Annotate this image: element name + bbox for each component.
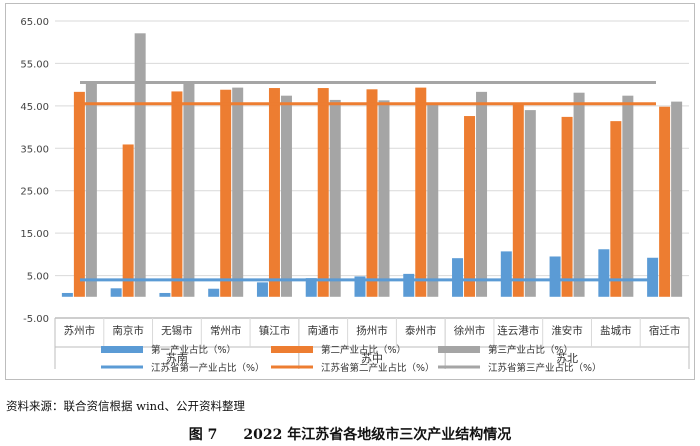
y-tick-label: 65.00 (20, 17, 49, 28)
bar (671, 101, 683, 297)
bar (61, 292, 73, 297)
x-tick-label: 常州市 (210, 324, 242, 337)
bar (452, 258, 464, 297)
bar (220, 89, 232, 297)
group-label: 苏北 (556, 352, 578, 365)
figure-caption: 图 7 2022 年江苏省各地级市三次产业结构情况 (0, 424, 700, 444)
bar (329, 99, 341, 297)
bar (524, 110, 536, 297)
legend-label: 第三产业占比（%） (488, 344, 573, 356)
legend-swatch (271, 346, 313, 353)
bar (280, 95, 292, 297)
bar (268, 88, 280, 297)
bar (208, 288, 220, 297)
bar (622, 95, 634, 297)
bar (610, 121, 622, 297)
y-tick-label: 55.00 (20, 59, 49, 70)
bar (366, 89, 378, 297)
x-tick-label: 苏州市 (64, 324, 96, 337)
bar (464, 116, 476, 297)
x-tick-label: 徐州市 (454, 324, 486, 337)
legend-label: 第二产业占比（%） (321, 344, 406, 356)
bar (122, 144, 134, 297)
x-tick-label: 镇江市 (259, 324, 291, 337)
chart-frame: -5.00 5.00 15.00 25.00 35.00 45.00 55.00 65.00 苏… (5, 3, 695, 380)
bar (659, 106, 671, 297)
bar (317, 88, 329, 297)
x-tick-label: 无锡市 (161, 324, 193, 337)
bar (512, 104, 524, 297)
chart-area: -5.00 5.00 15.00 25.00 35.00 45.00 55.00 65.00 苏… (20, 17, 690, 369)
bar (134, 33, 146, 297)
bar (500, 251, 512, 297)
bar (159, 292, 171, 297)
bar (85, 81, 97, 297)
y-tick-label: -5.00 (23, 314, 49, 325)
x-tick-label: 南京市 (112, 324, 144, 337)
x-tick-label: 连云港市 (497, 324, 539, 337)
bar (305, 278, 317, 297)
x-tick-label: 扬州市 (356, 324, 388, 337)
y-tick-label: 15.00 (20, 229, 49, 240)
figure-number: 图 7 (188, 427, 218, 443)
bar (427, 104, 439, 297)
y-tick-label: 25.00 (20, 187, 49, 198)
x-tick-label: 淮安市 (551, 324, 583, 337)
x-tick-label: 泰州市 (405, 324, 437, 337)
legend-label: 江苏省第二产业占比（%） (321, 362, 435, 374)
bar (549, 256, 561, 297)
figure-title: 2022 年江苏省各地级市三次产业结构情况 (243, 427, 512, 443)
bar (256, 282, 268, 297)
bar (476, 91, 488, 297)
bar (561, 116, 573, 297)
legend-label: 江苏省第三产业占比（%） (488, 362, 602, 374)
x-tick-label: 盐城市 (600, 324, 632, 337)
bar (354, 276, 366, 297)
source-note: 资料来源：联合资信根据 wind、公开资料整理 (6, 399, 245, 413)
legend: 第一产业占比（%） 第二产业占比（%） 第三产业占比（%） 江苏省第一产业占比（%） 江… (101, 344, 602, 374)
x-tick-label: 南通市 (307, 324, 339, 337)
bar (171, 91, 183, 297)
y-tick-label: 45.00 (20, 102, 49, 113)
bar (378, 100, 390, 297)
legend-label: 江苏省第一产业占比（%） (151, 362, 265, 374)
bar (573, 92, 585, 297)
bar (232, 87, 244, 297)
y-tick-label: 35.00 (20, 144, 49, 155)
bar (403, 273, 415, 297)
bar (598, 249, 610, 297)
legend-swatch (438, 346, 480, 353)
group-label: 苏南 (166, 352, 188, 365)
bar (110, 288, 122, 297)
bar (183, 81, 195, 297)
group-label: 苏中 (361, 352, 383, 365)
bar (415, 87, 427, 297)
bar (73, 91, 85, 297)
legend-label: 第一产业占比（%） (151, 344, 236, 356)
legend-swatch (101, 346, 143, 353)
bar (647, 257, 659, 297)
y-tick-label: 5.00 (27, 272, 49, 283)
x-tick-label: 宿迁市 (649, 324, 681, 337)
